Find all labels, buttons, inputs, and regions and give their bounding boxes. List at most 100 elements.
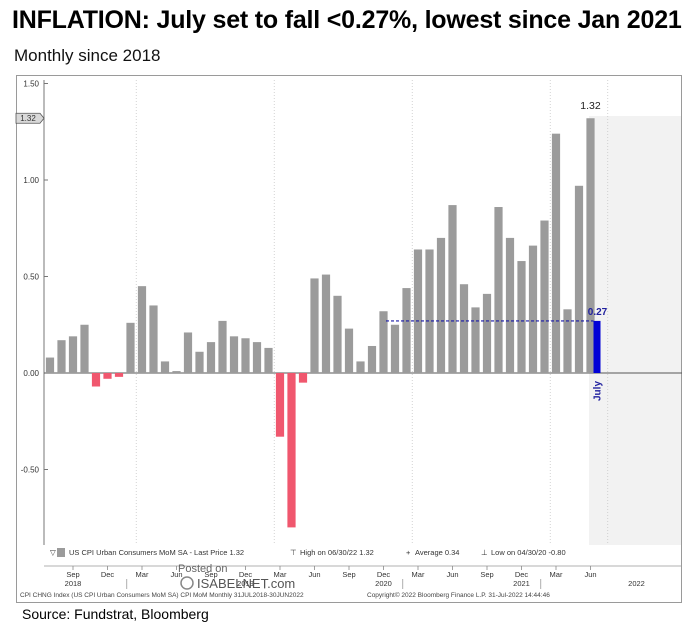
forecast-value-label: 0.27 [588, 307, 608, 318]
bar [80, 324, 89, 373]
bar [206, 342, 216, 373]
x-month-label: Mar [550, 570, 563, 579]
legend-high-marker: ⊤ [290, 548, 297, 557]
x-year-label: 2022 [628, 579, 645, 588]
bar [551, 133, 561, 373]
bar [68, 336, 78, 373]
bar [471, 307, 480, 373]
bar [344, 328, 354, 373]
bar [436, 237, 446, 373]
bar [413, 249, 423, 373]
top-value-label: 1.32 [580, 100, 601, 112]
legend-low-marker: ⊥ [481, 548, 488, 557]
bar [425, 249, 434, 373]
bar [505, 237, 515, 373]
bar [103, 373, 112, 379]
bar [494, 207, 503, 373]
last-price-tag-label: 1.32 [20, 114, 36, 123]
bar [448, 205, 457, 373]
bar [172, 371, 181, 373]
forecast-month-label: July [593, 381, 604, 401]
bar [563, 309, 572, 373]
bar [149, 305, 158, 373]
bar [264, 347, 273, 373]
y-tick-label: 1.50 [23, 80, 39, 89]
legend-series-label: US CPI Urban Consumers MoM SA - Last Pri… [69, 548, 244, 557]
bar [218, 320, 227, 373]
legend-swatch [57, 548, 65, 557]
bar [321, 274, 331, 373]
bar [287, 373, 296, 528]
bar [298, 373, 308, 383]
bar [586, 118, 595, 374]
bar [160, 361, 170, 373]
legend-average-marker: + [406, 548, 411, 557]
bar [402, 288, 411, 373]
bar [540, 220, 549, 373]
watermark-bottom: ISABELNET.com [197, 576, 295, 591]
x-year-label: 2019 [237, 579, 254, 588]
bar [367, 345, 377, 373]
x-month-label: Dec [101, 570, 115, 579]
bar [574, 185, 584, 373]
x-month-label: Sep [342, 570, 355, 579]
x-year-label: 2020 [375, 579, 392, 588]
x-month-label: Dec [239, 570, 253, 579]
footer-left: CPI CHNG Index (US CPI Urban Consumers M… [20, 592, 304, 599]
chart-frame [16, 75, 682, 603]
bar [45, 357, 55, 373]
y-tick-label: 0.50 [23, 273, 39, 282]
bar [310, 278, 319, 373]
bar [390, 324, 400, 373]
bar [482, 293, 492, 373]
watermark-top: Posted on [178, 563, 228, 575]
bar [137, 286, 147, 373]
x-year-label: 2018 [65, 579, 82, 588]
bar [528, 245, 538, 373]
legend-icon: ▽ [50, 548, 57, 557]
bar [517, 261, 526, 373]
y-tick-label: -0.50 [21, 466, 40, 475]
chart-subtitle: Monthly since 2018 [14, 46, 161, 65]
legend-low-label: Low on 04/30/20 -0.80 [491, 548, 566, 557]
bar [57, 340, 66, 373]
x-month-label: Jun [170, 570, 182, 579]
watermark-logo-icon [180, 576, 194, 590]
bar [229, 336, 239, 373]
x-month-label: Mar [136, 570, 149, 579]
bar [114, 373, 124, 377]
y-tick-label: 0.00 [23, 369, 39, 378]
x-month-label: Sep [480, 570, 493, 579]
legend-average-label: Average 0.34 [415, 548, 459, 557]
bar [241, 338, 250, 373]
bar [126, 322, 135, 373]
x-month-label: Mar [274, 570, 287, 579]
bar [91, 373, 101, 387]
x-month-label: Mar [412, 570, 425, 579]
x-month-label: Jun [584, 570, 596, 579]
bar [356, 361, 365, 373]
x-month-label: Sep [204, 570, 217, 579]
x-month-label: Jun [308, 570, 320, 579]
bar [195, 351, 204, 373]
y-tick-label: 1.00 [23, 176, 39, 185]
legend-high-label: High on 06/30/22 1.32 [300, 548, 374, 557]
source-note: Source: Fundstrat, Bloomberg [22, 606, 209, 622]
x-month-label: Dec [377, 570, 391, 579]
bar [275, 373, 285, 437]
bar [459, 284, 469, 373]
last-price-tag [15, 112, 45, 124]
x-month-label: Sep [66, 570, 79, 579]
x-month-label: Jun [446, 570, 458, 579]
bar [333, 295, 342, 373]
bar [252, 342, 262, 373]
page-title: INFLATION: July set to fall <0.27%, lowe… [12, 6, 682, 34]
footer-right: Copyright© 2022 Bloomberg Finance L.P. 3… [367, 591, 550, 599]
bar [379, 311, 388, 373]
forecast-shade [589, 116, 681, 545]
x-year-label: 2021 [513, 579, 530, 588]
x-month-label: Dec [515, 570, 529, 579]
bar [183, 332, 193, 373]
forecast-bar [593, 320, 601, 373]
